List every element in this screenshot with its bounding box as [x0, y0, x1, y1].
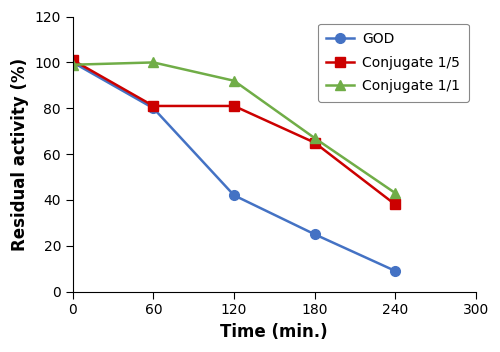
Conjugate 1/1: [150, 60, 156, 64]
Conjugate 1/5: [392, 202, 398, 207]
Conjugate 1/1: [312, 136, 318, 140]
GOD: [392, 269, 398, 273]
Conjugate 1/5: [231, 104, 237, 108]
GOD: [150, 106, 156, 111]
GOD: [70, 60, 76, 64]
X-axis label: Time (min.): Time (min.): [220, 323, 328, 341]
Conjugate 1/5: [70, 58, 76, 62]
Conjugate 1/5: [312, 140, 318, 145]
Legend: GOD, Conjugate 1/5, Conjugate 1/1: GOD, Conjugate 1/5, Conjugate 1/1: [318, 24, 469, 102]
GOD: [231, 193, 237, 197]
Conjugate 1/1: [392, 191, 398, 195]
Line: GOD: GOD: [68, 58, 400, 276]
Conjugate 1/1: [70, 63, 76, 67]
Y-axis label: Residual activity (%): Residual activity (%): [11, 57, 29, 251]
Conjugate 1/5: [150, 104, 156, 108]
Line: Conjugate 1/5: Conjugate 1/5: [68, 55, 400, 209]
GOD: [312, 232, 318, 236]
Line: Conjugate 1/1: Conjugate 1/1: [68, 58, 400, 198]
Conjugate 1/1: [231, 78, 237, 83]
